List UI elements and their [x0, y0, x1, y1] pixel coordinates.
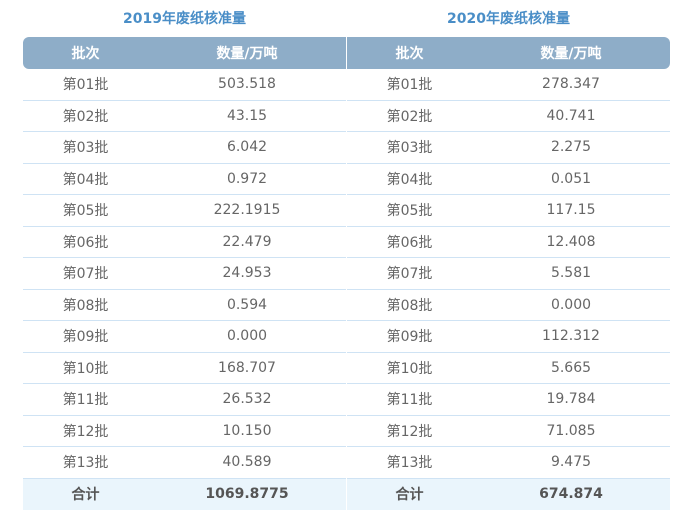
table-row: 第12批 71.085 [347, 416, 670, 447]
table-row: 第04批 0.051 [347, 164, 670, 195]
table-2020: 2020年废纸核准量 批次 数量/万吨 第01批 278.347 第02批 40.7… [347, 0, 670, 510]
amount-cell: 112.312 [542, 328, 600, 345]
amount-cell: 0.051 [550, 170, 592, 187]
batch-cell: 第02批 [62, 108, 109, 125]
amount-cell: 22.479 [222, 233, 272, 250]
total-row: 合计 674.874 [347, 478, 670, 510]
batch-cell: 第04批 [62, 171, 109, 188]
total-amount: 674.874 [539, 486, 603, 503]
table-row: 第13批 40.589 [23, 447, 346, 479]
batch-cell: 第08批 [62, 297, 109, 314]
amount-cell: 5.581 [550, 265, 592, 282]
table-row: 第06批 22.479 [23, 227, 346, 258]
table-row: 第05批 222.1915 [23, 195, 346, 227]
table-row: 第10批 5.665 [347, 353, 670, 384]
amount-cell: 117.15 [546, 202, 596, 219]
table-row: 第11批 19.784 [347, 384, 670, 416]
table-row: 第02批 40.741 [347, 101, 670, 132]
amount-cell: 278.347 [542, 76, 600, 93]
batch-cell: 第11批 [62, 392, 109, 409]
amount-cell: 2.275 [550, 139, 592, 156]
table-row: 第07批 5.581 [347, 258, 670, 290]
batch-cell: 第05批 [386, 203, 433, 220]
table-row: 第13批 9.475 [347, 447, 670, 479]
table-body: 第01批 278.347 第02批 40.741 第03批 2.275 第04批 0.0… [347, 69, 670, 510]
amount-cell: 0.000 [226, 328, 268, 345]
amount-cell: 0.000 [550, 296, 592, 313]
batch-cell: 第05批 [62, 203, 109, 220]
batch-cell: 第04批 [386, 171, 433, 188]
batch-cell: 第06批 [386, 234, 433, 251]
table-row: 第11批 26.532 [23, 384, 346, 416]
amount-cell: 222.1915 [213, 202, 281, 219]
table-row: 第05批 117.15 [347, 195, 670, 227]
batch-cell: 第07批 [62, 266, 109, 283]
batch-cell: 第12批 [62, 423, 109, 440]
table-row: 第08批 0.594 [23, 290, 346, 321]
batch-cell: 第09批 [62, 329, 109, 346]
table-row: 第04批 0.972 [23, 164, 346, 195]
batch-cell: 第03批 [62, 140, 109, 157]
batch-cell: 第08批 [386, 297, 433, 314]
amount-cell: 40.741 [546, 107, 596, 124]
amount-cell: 0.594 [226, 296, 268, 313]
amount-cell: 503.518 [218, 76, 276, 93]
table-body: 第01批 503.518 第02批 43.15 第03批 6.042 第04批 0.97… [23, 69, 346, 510]
batch-cell: 第10批 [386, 360, 433, 377]
table-row: 第06批 12.408 [347, 227, 670, 258]
amount-cell: 9.475 [550, 454, 592, 471]
batch-cell: 第12批 [386, 423, 433, 440]
amount-cell: 26.532 [222, 391, 272, 408]
amount-cell: 43.15 [226, 107, 268, 124]
amount-cell: 12.408 [546, 233, 596, 250]
batch-cell: 第10批 [62, 360, 109, 377]
header-amount: 数量/万吨 [216, 46, 278, 62]
amount-cell: 71.085 [546, 422, 596, 439]
table-header: 批次 数量/万吨 [347, 37, 670, 69]
batch-cell: 第01批 [386, 77, 433, 94]
table-row: 第10批 168.707 [23, 353, 346, 384]
table-row: 第08批 0.000 [347, 290, 670, 321]
table-header: 批次 数量/万吨 [23, 37, 346, 69]
amount-cell: 24.953 [222, 265, 272, 282]
batch-cell: 第02批 [386, 108, 433, 125]
amount-cell: 40.589 [222, 454, 272, 471]
total-row: 合计 1069.8775 [23, 478, 346, 510]
batch-cell: 第06批 [62, 234, 109, 251]
amount-cell: 5.665 [550, 359, 592, 376]
batch-cell: 第01批 [62, 77, 109, 94]
table-row: 第02批 43.15 [23, 101, 346, 132]
table-row: 第09批 112.312 [347, 321, 670, 353]
total-label: 合计 [71, 487, 100, 504]
batch-cell: 第13批 [62, 455, 109, 472]
amount-cell: 10.150 [222, 422, 272, 439]
amount-cell: 6.042 [226, 139, 268, 156]
table-2019: 2019年废纸核准量 批次 数量/万吨 第01批 503.518 第02批 43.1… [23, 0, 346, 510]
table-title: 2019年废纸核准量 [123, 11, 246, 27]
table-row: 第07批 24.953 [23, 258, 346, 290]
table-title: 2020年废纸核准量 [447, 11, 570, 27]
table-row: 第03批 6.042 [23, 132, 346, 164]
header-amount: 数量/万吨 [540, 46, 602, 62]
table-row: 第03批 2.275 [347, 132, 670, 164]
table-row: 第12批 10.150 [23, 416, 346, 447]
batch-cell: 第11批 [386, 392, 433, 409]
amount-cell: 19.784 [546, 391, 596, 408]
total-amount: 1069.8775 [205, 486, 289, 503]
batch-cell: 第09批 [386, 329, 433, 346]
batch-cell: 第13批 [386, 455, 433, 472]
table-row: 第01批 278.347 [347, 69, 670, 101]
header-batch: 批次 [71, 46, 100, 62]
header-batch: 批次 [395, 46, 424, 62]
batch-cell: 第07批 [386, 266, 433, 283]
table-row: 第01批 503.518 [23, 69, 346, 101]
amount-cell: 168.707 [218, 359, 276, 376]
batch-cell: 第03批 [386, 140, 433, 157]
table-row: 第09批 0.000 [23, 321, 346, 353]
amount-cell: 0.972 [226, 170, 268, 187]
total-label: 合计 [395, 487, 424, 504]
